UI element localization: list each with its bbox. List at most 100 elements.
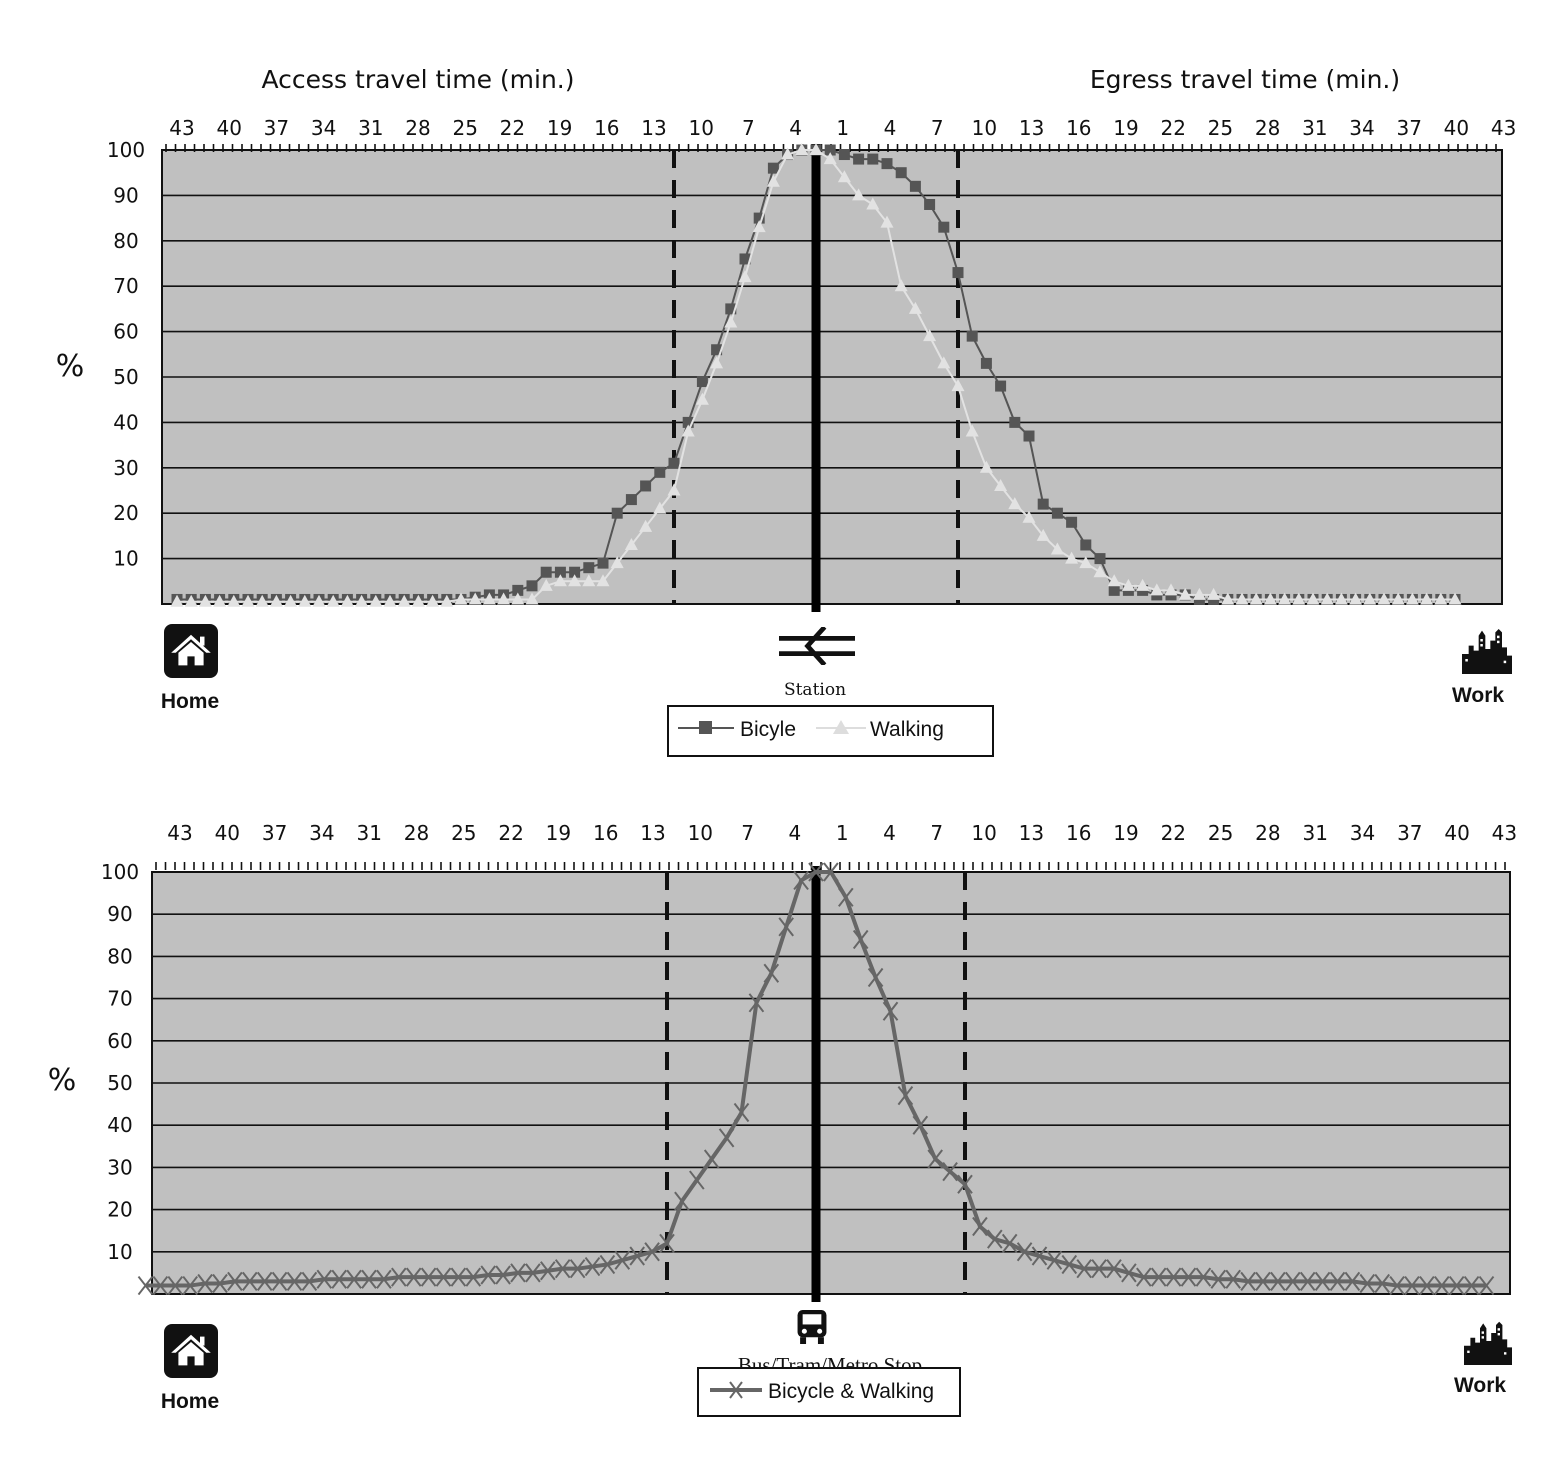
data-point-x: [778, 917, 794, 937]
data-point-square: [1037, 498, 1049, 510]
data-point-triangle: [994, 478, 1008, 491]
data-point-triangle: [1221, 592, 1235, 605]
data-point-square: [682, 416, 694, 428]
data-point-square: [824, 144, 836, 156]
data-point-x: [1270, 1271, 1286, 1291]
data-point-triangle: [766, 174, 780, 187]
data-point-x: [1031, 1246, 1048, 1266]
data-point-triangle: [582, 574, 596, 587]
data-point-triangle: [866, 197, 880, 210]
data-point-x: [838, 887, 854, 907]
x-tick-label: 37: [262, 821, 287, 845]
data-point-x: [316, 1269, 333, 1289]
data-point-triangle: [894, 279, 908, 292]
data-point-triangle: [227, 594, 241, 607]
data-point-triangle: [823, 152, 837, 165]
data-point-square: [853, 153, 865, 165]
data-point-square: [512, 584, 524, 596]
data-point-triangle: [284, 594, 298, 607]
data-point-triangle: [1050, 542, 1064, 555]
x-tick-label: 7: [741, 821, 754, 845]
data-point-triangle: [965, 424, 979, 437]
data-point-x: [137, 1275, 154, 1296]
data-point-triangle: [937, 356, 951, 369]
y-tick-label: 20: [113, 501, 138, 525]
data-point-x: [495, 1265, 511, 1285]
data-point-square: [640, 480, 652, 492]
data-point-triangle: [1320, 592, 1334, 605]
legend-square-marker: [699, 721, 712, 734]
data-point-triangle: [241, 594, 255, 607]
data-point-triangle: [1448, 592, 1462, 605]
data-point-triangle: [312, 594, 326, 607]
threshold-lines: [672, 144, 960, 612]
x-tick-label: 28: [405, 116, 430, 140]
data-point-triangle: [255, 594, 269, 607]
x-tick-labels: 43 40 37 34 31 28 25 22 19 16 13 10 7 4 1 4 7 10 13 16 19 22 2…: [167, 821, 1517, 845]
data-point-x: [1016, 1242, 1033, 1262]
data-point-triangle: [738, 270, 752, 283]
data-point-triangle: [710, 356, 724, 369]
x-tick-label: 4: [883, 821, 896, 845]
city-work-icon: [1462, 629, 1512, 674]
data-point-x: [674, 1191, 690, 1211]
data-point-square: [980, 357, 992, 369]
data-point-x: [1374, 1273, 1390, 1294]
data-point-triangle: [596, 574, 610, 587]
x-tick-label: 16: [1066, 116, 1091, 140]
data-point-triangle: [369, 594, 383, 607]
x-tick-label: 34: [309, 821, 334, 845]
access-travel-time-title: Access travel time (min.): [261, 65, 574, 94]
x-tick-label: 31: [358, 116, 383, 140]
data-point-triangle: [1235, 592, 1249, 605]
data-point-triangle: [795, 143, 809, 155]
data-point-x: [1389, 1275, 1405, 1296]
x-tick-label: 10: [971, 821, 996, 845]
data-point-triangle: [653, 501, 667, 514]
x-tick-label: 43: [167, 821, 192, 845]
x-tick-label: 19: [1113, 821, 1138, 845]
data-point-x: [1195, 1267, 1212, 1287]
data-point-x: [1404, 1275, 1420, 1296]
x-tick-label: 28: [404, 821, 429, 845]
minor-tick-marks: [165, 144, 1497, 152]
y-tick-label: 60: [113, 320, 138, 344]
data-point-square: [583, 562, 595, 574]
data-point-x: [510, 1263, 526, 1283]
y-tick-label: 30: [107, 1155, 132, 1179]
data-point-triangle: [539, 578, 553, 591]
x-tick-label: 16: [593, 821, 618, 845]
y-tick-label: 100: [101, 860, 139, 884]
data-point-x: [227, 1271, 243, 1291]
work-label: Work: [1454, 1374, 1506, 1397]
y-tick-label: 70: [107, 987, 132, 1011]
data-point-x: [867, 967, 884, 988]
data-point-triangle: [1292, 592, 1306, 605]
x-tick-label: 22: [498, 821, 523, 845]
data-point-x: [659, 1233, 675, 1253]
data-point-triangle: [525, 592, 539, 605]
data-point-triangle: [781, 147, 795, 160]
y-tick-label: 100: [107, 138, 145, 162]
y-tick-label: 50: [107, 1071, 132, 1095]
data-point-x: [1001, 1233, 1018, 1253]
data-point-x: [1121, 1263, 1137, 1283]
data-point-triangle: [269, 594, 283, 607]
x-tick-label: 4: [789, 821, 802, 845]
data-point-x: [1314, 1271, 1331, 1291]
data-point-triangle: [681, 424, 695, 437]
data-point-triangle: [170, 594, 184, 607]
x-tick-label: 25: [1208, 116, 1233, 140]
data-point-x: [435, 1267, 452, 1287]
data-point-square: [725, 303, 737, 315]
data-point-triangle: [1178, 587, 1192, 600]
data-point-x: [1136, 1267, 1152, 1287]
x-tick-label: 13: [1019, 116, 1044, 140]
data-point-x: [1434, 1275, 1450, 1296]
data-point-triangle: [1363, 592, 1377, 605]
data-point-x: [972, 1216, 988, 1237]
y-tick-labels: 10 20 30 40 50 60 70 80 90 100: [107, 138, 145, 571]
data-point-triangle: [553, 574, 567, 587]
data-point-x: [1091, 1259, 1107, 1279]
